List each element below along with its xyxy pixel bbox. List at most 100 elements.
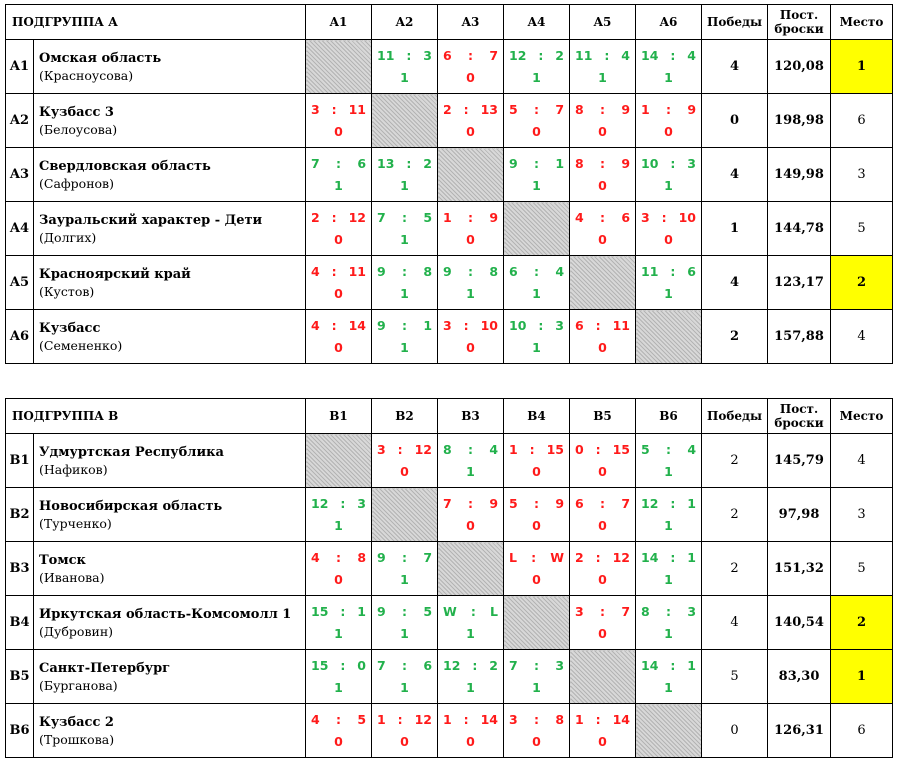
wins-value: 4 bbox=[701, 595, 769, 650]
score-right: 9 bbox=[687, 101, 697, 117]
score-right: 14 bbox=[612, 711, 630, 727]
match-cell: 14:4 1 bbox=[635, 39, 703, 94]
subgroup-a-table: ПОДГРУППА А A1 A2 A3 A4 A5 A6 Победы Пост. броск… bbox=[4, 4, 894, 364]
table-row: B1 Удмуртская Республика (Нафиков) 3:12 0 8:4… bbox=[5, 433, 894, 488]
match-points: 1 bbox=[664, 69, 673, 85]
score-separator: : bbox=[406, 155, 412, 171]
score-left: 7 bbox=[377, 657, 386, 673]
score-left: 4 bbox=[311, 317, 320, 333]
score-right: 11 bbox=[348, 263, 366, 279]
wins-value: 2 bbox=[701, 541, 769, 596]
column-header-b6: B6 bbox=[635, 398, 703, 434]
coach-name: (Турченко) bbox=[39, 515, 112, 531]
score-separator: : bbox=[534, 495, 540, 511]
match-points: 0 bbox=[466, 123, 475, 139]
match-score: 4:11 bbox=[306, 261, 371, 283]
throws-value: 198,98 bbox=[767, 93, 832, 148]
match-points: 1 bbox=[598, 69, 607, 85]
coach-name: (Белоусова) bbox=[39, 121, 118, 137]
match-points: 1 bbox=[334, 625, 343, 641]
score-separator: : bbox=[670, 47, 676, 63]
table-row: A3 Свердловская область (Сафронов) 7:6 1 13:2… bbox=[5, 147, 894, 202]
throws-value: 97,98 bbox=[767, 487, 832, 542]
subgroup-a-container: ПОДГРУППА А A1 A2 A3 A4 A5 A6 Победы Пост. броск… bbox=[4, 4, 894, 364]
wins-header: Победы bbox=[701, 398, 769, 434]
match-score: 9:1 bbox=[504, 153, 569, 175]
score-right: L bbox=[490, 603, 498, 619]
match-points: 1 bbox=[664, 285, 673, 301]
score-separator: : bbox=[470, 603, 476, 619]
score-right: 3 bbox=[555, 317, 564, 333]
score-left: 4 bbox=[311, 263, 320, 279]
score-left: 12 bbox=[509, 47, 527, 63]
match-points: 1 bbox=[664, 571, 673, 587]
score-left: L bbox=[509, 549, 517, 565]
match-score: L: W bbox=[504, 547, 569, 569]
diagonal-cell bbox=[569, 255, 637, 310]
match-cell: 12:1 1 bbox=[635, 487, 703, 542]
match-cell: 12:2 1 bbox=[503, 39, 571, 94]
match-cell: 2:12 0 bbox=[569, 541, 637, 596]
score-separator: : bbox=[336, 549, 342, 565]
match-points: 1 bbox=[466, 625, 475, 641]
match-score: 9:1 bbox=[372, 315, 437, 337]
score-separator: : bbox=[670, 657, 676, 673]
score-left: 9 bbox=[377, 549, 386, 565]
row-code: A6 bbox=[5, 309, 34, 364]
match-points: 1 bbox=[664, 625, 673, 641]
match-cell: 10:3 1 bbox=[635, 147, 703, 202]
throws-value: 83,30 bbox=[767, 649, 832, 704]
score-right: 12 bbox=[414, 441, 432, 457]
team-name: Кузбасс bbox=[39, 320, 101, 336]
score-left: 12 bbox=[443, 657, 461, 673]
match-points: 0 bbox=[598, 231, 607, 247]
score-separator: : bbox=[534, 711, 540, 727]
score-separator: : bbox=[666, 603, 672, 619]
score-right: 9 bbox=[489, 495, 499, 511]
wins-value: 0 bbox=[701, 703, 769, 758]
team-name: Зауральский характер - Дети bbox=[39, 212, 263, 228]
match-cell: 3:11 0 bbox=[305, 93, 373, 148]
score-separator: : bbox=[600, 209, 606, 225]
place-value: 4 bbox=[830, 433, 894, 488]
column-header-b2: B2 bbox=[371, 398, 439, 434]
score-separator: : bbox=[402, 549, 408, 565]
throws-value: 126,31 bbox=[767, 703, 832, 758]
diagonal-cell bbox=[371, 93, 439, 148]
match-points: 0 bbox=[532, 517, 541, 533]
column-header-a3: A3 bbox=[437, 4, 505, 40]
place-value: 3 bbox=[830, 147, 894, 202]
throws-value: 123,17 bbox=[767, 255, 832, 310]
score-separator: : bbox=[661, 209, 667, 225]
match-cell: 1:12 0 bbox=[371, 703, 439, 758]
score-left: 7 bbox=[509, 657, 518, 673]
match-points: 0 bbox=[466, 733, 475, 749]
wins-value: 1 bbox=[701, 201, 769, 256]
score-left: 6 bbox=[443, 47, 452, 63]
team-name: Иркутская область-Комсомолл 1 bbox=[39, 606, 292, 622]
match-score: 7:5 bbox=[372, 207, 437, 229]
score-separator: : bbox=[670, 155, 676, 171]
match-score: 1:12 bbox=[372, 709, 437, 731]
match-score: 6:11 bbox=[570, 315, 635, 337]
score-right: 3 bbox=[687, 155, 696, 171]
score-separator: : bbox=[331, 317, 337, 333]
throws-value: 151,32 bbox=[767, 541, 832, 596]
score-left: 3 bbox=[377, 441, 386, 457]
match-score: 1:9 bbox=[438, 207, 503, 229]
match-points: 0 bbox=[334, 231, 343, 247]
match-score: 5:4 bbox=[636, 439, 701, 461]
match-score: 7:6 bbox=[372, 655, 437, 677]
score-right: 1 bbox=[687, 495, 696, 511]
score-right: 15 bbox=[612, 441, 630, 457]
match-points: 1 bbox=[532, 177, 541, 193]
match-score: 2:13 bbox=[438, 99, 503, 121]
match-score: 11:6 bbox=[636, 261, 701, 283]
wins-value: 2 bbox=[701, 309, 769, 364]
match-points: 0 bbox=[532, 463, 541, 479]
